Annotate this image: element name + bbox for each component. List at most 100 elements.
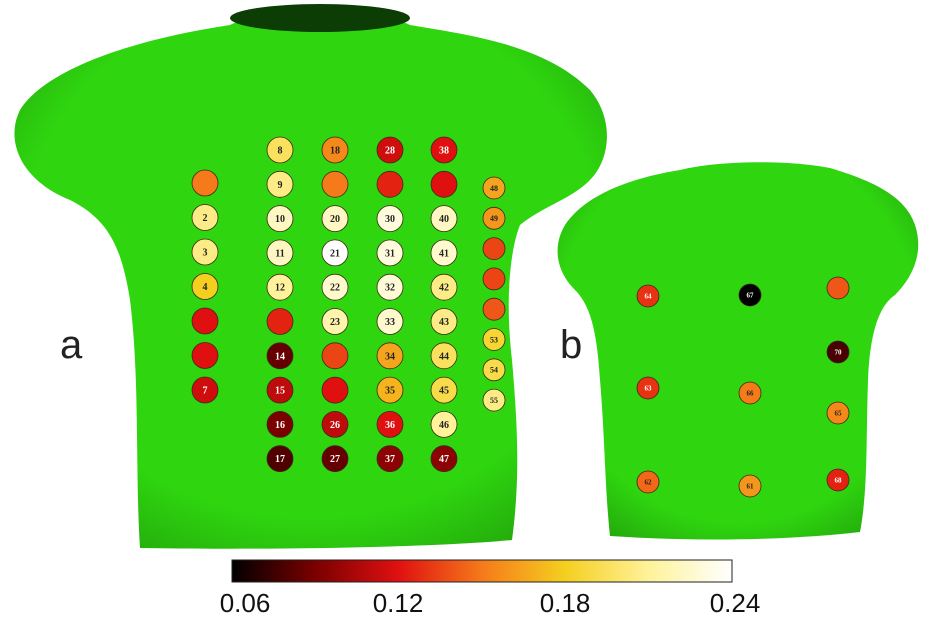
electrodes-panel-b: 61 62 63 64 65 66 67 68 70: [636, 276, 850, 498]
electrode-label: 11: [275, 248, 284, 259]
electrode-50: [482, 237, 506, 261]
electrode-marker: [430, 445, 458, 473]
electrode-label: 21: [330, 248, 340, 259]
electrode-label: 40: [439, 214, 449, 225]
torso-a-neck: [230, 4, 410, 32]
electrode-45: 45: [430, 376, 458, 404]
electrode-marker: [376, 170, 404, 198]
torso-b-body: [557, 162, 919, 540]
electrode-12: 12: [266, 273, 294, 301]
electrode-5: [191, 307, 219, 335]
electrode-13: [266, 308, 294, 335]
electrode-20: 20: [321, 205, 349, 233]
electrode-label: 49: [490, 214, 498, 223]
electrode-41: 41: [430, 239, 458, 267]
electrode-32: 32: [376, 273, 404, 301]
electrode-61: 61: [738, 474, 762, 498]
electrode-label: 43: [439, 317, 449, 328]
electrode-37: 37: [376, 445, 404, 473]
electrode-label: 8: [278, 146, 283, 157]
electrode-marker: [430, 410, 458, 438]
electrode-marker: [266, 136, 294, 164]
electrode-label: 16: [275, 420, 285, 431]
electrode-70: 70: [826, 340, 850, 364]
electrode-22: 22: [321, 273, 349, 301]
electrode-label: 41: [439, 248, 449, 259]
electrode-marker: [430, 342, 458, 370]
electrode-label: 22: [330, 283, 340, 294]
electrode-25: [321, 376, 349, 404]
electrode-marker: [430, 273, 458, 301]
electrode-label: 10: [275, 214, 285, 225]
electrode-marker: [266, 445, 294, 473]
colorbar-tick-2: 0.18: [540, 588, 591, 618]
electrode-marker: [321, 170, 349, 198]
electrode-label: 38: [439, 146, 449, 157]
panel-label-a: a: [60, 323, 83, 367]
electrode-label: 9: [278, 180, 283, 191]
electrode-44: 44: [430, 342, 458, 370]
electrode-label: 34: [385, 351, 395, 362]
electrode-label: 18: [330, 146, 340, 157]
electrode-10: 10: [266, 205, 294, 233]
electrode-marker: [430, 205, 458, 233]
electrode-42: 42: [430, 273, 458, 301]
electrode-label: 30: [385, 214, 395, 225]
electrode-marker: [636, 376, 660, 400]
electrode-11: 11: [266, 239, 294, 267]
torso-b: [557, 162, 919, 540]
electrode-label: 55: [490, 396, 498, 405]
electrode-26: 26: [321, 410, 349, 438]
electrode-36: 36: [376, 410, 404, 438]
electrode-marker: [191, 204, 219, 231]
electrode-3: 3: [191, 238, 219, 266]
electrode-marker: [826, 468, 850, 492]
electrode-35: 35: [376, 376, 404, 404]
electrode-marker: [321, 445, 349, 473]
electrode-label: 4: [203, 282, 208, 293]
electrode-71: [826, 276, 850, 300]
electrode-46: 46: [430, 410, 458, 438]
electrode-label: 2: [203, 213, 208, 224]
electrode-52: [482, 297, 506, 321]
electrode-label: 66: [747, 389, 755, 397]
electrode-label: 17: [275, 454, 285, 465]
electrode-55: 55: [482, 388, 506, 412]
electrode-48: 48: [482, 176, 506, 200]
electrode-label: 53: [490, 335, 498, 344]
electrode-marker: [482, 328, 506, 351]
electrode-marker: [826, 401, 850, 425]
electrode-label: 26: [330, 420, 340, 431]
electrode-53: 53: [482, 328, 506, 351]
electrode-marker: [430, 239, 458, 267]
electrode-marker: [482, 358, 506, 382]
electrode-marker: [738, 283, 762, 307]
electrode-label: 23: [330, 317, 340, 328]
torso-a: [14, 4, 607, 549]
electrode-marker: [321, 136, 349, 164]
electrode-label: 45: [439, 386, 449, 397]
electrode-40: 40: [430, 205, 458, 233]
electrode-marker: [482, 388, 506, 412]
electrode-marker: [191, 342, 219, 369]
electrode-64: 64: [636, 284, 660, 308]
electrode-54: 54: [482, 358, 506, 382]
electrode-marker: [376, 445, 404, 473]
electrode-34: 34: [376, 342, 404, 370]
electrode-65: 65: [826, 401, 850, 425]
electrodes-panel-a: 2347891011121415161718202122232627283031…: [191, 136, 506, 473]
electrode-24: [321, 342, 349, 370]
electrode-marker: [266, 376, 294, 404]
electrode-4: 4: [191, 273, 219, 300]
electrode-marker: [321, 239, 349, 267]
electrode-label: 67: [747, 291, 755, 299]
electrode-marker: [191, 307, 219, 335]
electrode-marker: [266, 170, 294, 198]
electrode-43: 43: [430, 308, 458, 335]
torso-a-body: [14, 13, 607, 549]
electrode-marker: [321, 342, 349, 370]
electrode-marker: [482, 176, 506, 200]
electrode-marker: [376, 239, 404, 267]
electrode-2: 2: [191, 204, 219, 231]
electrode-marker: [376, 273, 404, 301]
